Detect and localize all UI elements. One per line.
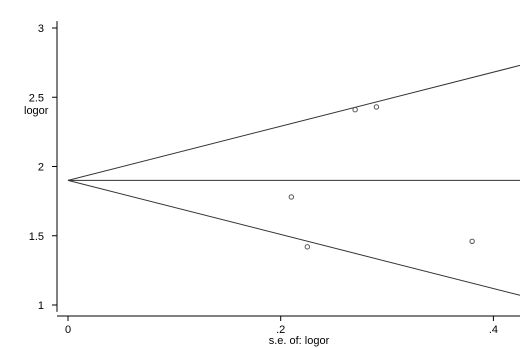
data-point [288,194,295,200]
x-tick-label: .2 [276,324,285,336]
y-tick-label: 3 [38,23,44,35]
funnel-lower-limit [67,179,520,296]
y-axis-label: logor [24,105,49,117]
funnel-lines [67,64,520,296]
y-tick-label: 2 [38,162,44,174]
data-points [288,104,475,250]
x-axis-label: s.e. of: logor [269,335,330,347]
x-tick-label: .4 [489,324,498,336]
data-point [373,104,380,110]
funnel-upper-limit [67,64,520,181]
y-axis: 1 1.5 2 2.5 3 [29,21,58,312]
y-tick-label: 1 [38,300,44,312]
x-tick-label: 0 [65,324,71,336]
x-axis: 0 .2 .4 [57,315,520,336]
data-point [304,244,310,250]
y-tick-label: 1.5 [29,231,44,243]
y-tick-label: 2.5 [29,92,44,104]
data-point [352,107,358,113]
data-point [469,238,475,244]
